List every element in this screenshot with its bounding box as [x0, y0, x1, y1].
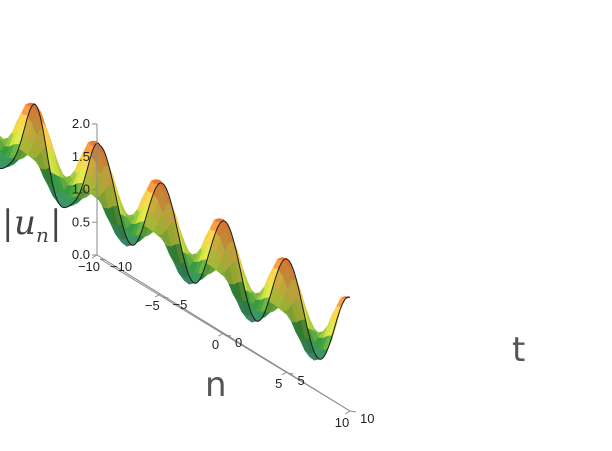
x-tick-label: 5 [275, 376, 282, 391]
surface-edge [0, 103, 101, 209]
y-tick-label: −5 [173, 297, 188, 312]
z-axis-title: | u n | [2, 203, 61, 247]
y-tick-label: −10 [110, 259, 132, 274]
y-tick-mark [349, 410, 357, 413]
y-tick-mark [287, 372, 294, 375]
x-tick-mark [344, 410, 351, 415]
z-tick-label: 0.5 [72, 214, 90, 229]
z-axis-bar-right: | [50, 203, 61, 243]
surface-edge [99, 145, 351, 360]
z-axis-subscript: n [36, 223, 49, 247]
surface-patch [336, 297, 346, 308]
z-axis-u: u [14, 203, 36, 243]
z-axis-bar-left: | [2, 203, 13, 243]
x-tick-label: −10 [78, 259, 100, 274]
y-tick-label: 10 [360, 411, 374, 426]
z-tick-label: 0.0 [72, 247, 90, 262]
y-tick-label: 5 [298, 373, 305, 388]
x-axis-title: n [205, 365, 227, 405]
z-tick-label: 1.5 [72, 149, 90, 164]
z-tick-label: 2.0 [72, 116, 90, 131]
x-tick-mark [218, 332, 224, 337]
y-tick-label: 0 [235, 335, 242, 350]
y-tick-mark [99, 258, 107, 261]
x-tick-label: 0 [212, 337, 219, 352]
x-tick-mark [281, 371, 288, 376]
y-tick-mark [162, 296, 169, 299]
y-axis-title: t [512, 330, 525, 370]
y-tick-mark [224, 334, 232, 337]
surface-mesh [0, 102, 351, 361]
z-tick-label: 1.0 [72, 182, 90, 197]
x-tick-label: −5 [145, 298, 160, 313]
axes: −10 −5 0 5 10 −10 −5 0 5 10 0.0 0.5 1.0 1.5 2.0 [72, 116, 375, 430]
x-tick-mark [154, 293, 161, 298]
x-tick-label: 10 [335, 415, 349, 430]
